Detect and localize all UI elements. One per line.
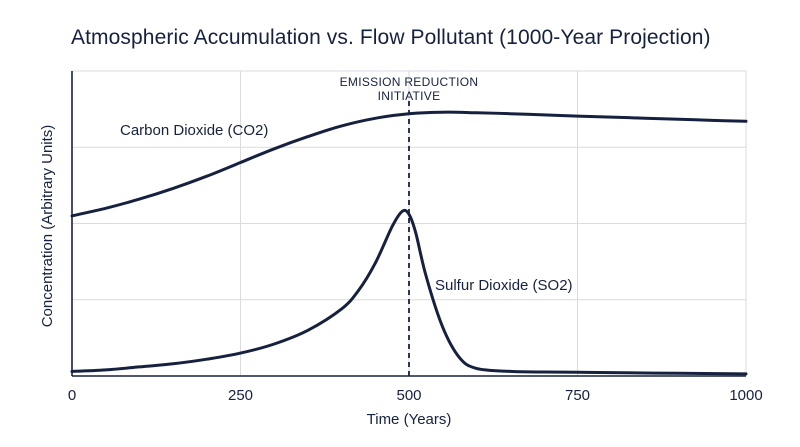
series-lines [70, 110, 748, 376]
tick-labels: 0 250 500 750 1000 [68, 387, 763, 404]
chart-title: Atmospheric Accumulation vs. Flow Pollut… [71, 26, 711, 49]
annotation-label: EMISSION REDUCTION [340, 75, 479, 89]
annotation-label: INITIATIVE [378, 89, 441, 103]
series-label-co2: Carbon Dioxide (CO2) [120, 122, 268, 139]
x-tick-label: 250 [228, 387, 253, 404]
x-tick-label: 500 [396, 387, 421, 404]
series-line-co2 [70, 110, 748, 218]
x-axis-label: Time (Years) [367, 411, 452, 428]
x-tick-label: 1000 [729, 387, 762, 404]
series-line-so2 [70, 208, 748, 376]
series-label-so2: Sulfur Dioxide (SO2) [435, 277, 573, 294]
x-tick-label: 750 [565, 387, 590, 404]
x-tick-label: 0 [68, 387, 76, 404]
y-axis-label: Concentration (Arbitrary Units) [39, 125, 56, 328]
